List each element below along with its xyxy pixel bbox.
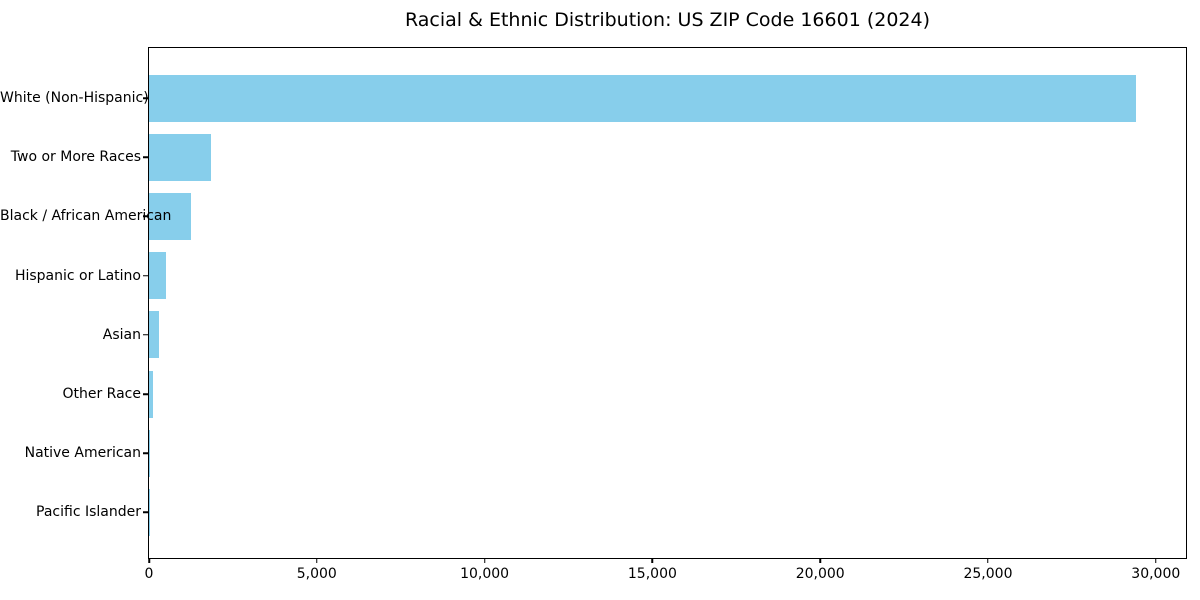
x-tick-label-25000: 25,000 — [963, 566, 1013, 582]
bar-asian — [149, 311, 160, 359]
y-tick-label-hispanic-or-latino: Hispanic or Latino — [14, 267, 141, 284]
y-tick-mark — [143, 393, 148, 395]
y-tick-mark — [143, 215, 148, 218]
x-tick-mark — [651, 558, 654, 563]
y-tick-label-asian: Asian — [102, 326, 141, 343]
bar-hispanic-or-latino — [149, 252, 167, 300]
y-tick-label-native-american: Native American — [24, 445, 141, 462]
y-tick-mark — [143, 97, 148, 99]
x-tick-label-5000: 5,000 — [296, 566, 337, 582]
y-tick-label-pacific-islander: Pacific Islander — [36, 504, 141, 521]
x-tick-mark — [1155, 558, 1157, 563]
bar-native-american — [149, 429, 150, 477]
plot-area — [148, 47, 1187, 559]
chart-title: Racial & Ethnic Distribution: US ZIP Cod… — [404, 9, 931, 31]
y-tick-mark — [143, 274, 148, 277]
y-tick-label-black-african-american: Black / African American — [0, 208, 172, 225]
x-tick-label-30000: 30,000 — [1131, 566, 1181, 582]
x-tick-label-0: 0 — [144, 566, 154, 582]
x-tick-mark — [483, 558, 486, 563]
x-tick-label-15000: 15,000 — [627, 566, 677, 582]
y-tick-label-two-or-more-races: Two or More Races — [10, 149, 141, 166]
x-tick-label-10000: 10,000 — [460, 566, 510, 582]
y-tick-mark — [143, 156, 148, 158]
x-tick-mark — [819, 558, 821, 563]
bar-black-african-american — [149, 192, 191, 240]
bar-two-or-more-races — [149, 133, 211, 181]
x-tick-mark — [987, 558, 989, 563]
x-tick-mark — [148, 558, 150, 563]
bar-white-non-hispanic — [149, 74, 1136, 122]
x-tick-mark — [316, 558, 318, 563]
y-tick-mark — [143, 452, 148, 454]
y-tick-mark — [143, 511, 148, 514]
y-tick-label-other-race: Other Race — [62, 386, 141, 402]
y-tick-mark — [143, 334, 148, 336]
bar-other-race — [149, 370, 154, 418]
x-tick-label-20000: 20,000 — [795, 566, 845, 582]
y-tick-label-white-non-hispanic: White (Non-Hispanic) — [0, 90, 149, 106]
